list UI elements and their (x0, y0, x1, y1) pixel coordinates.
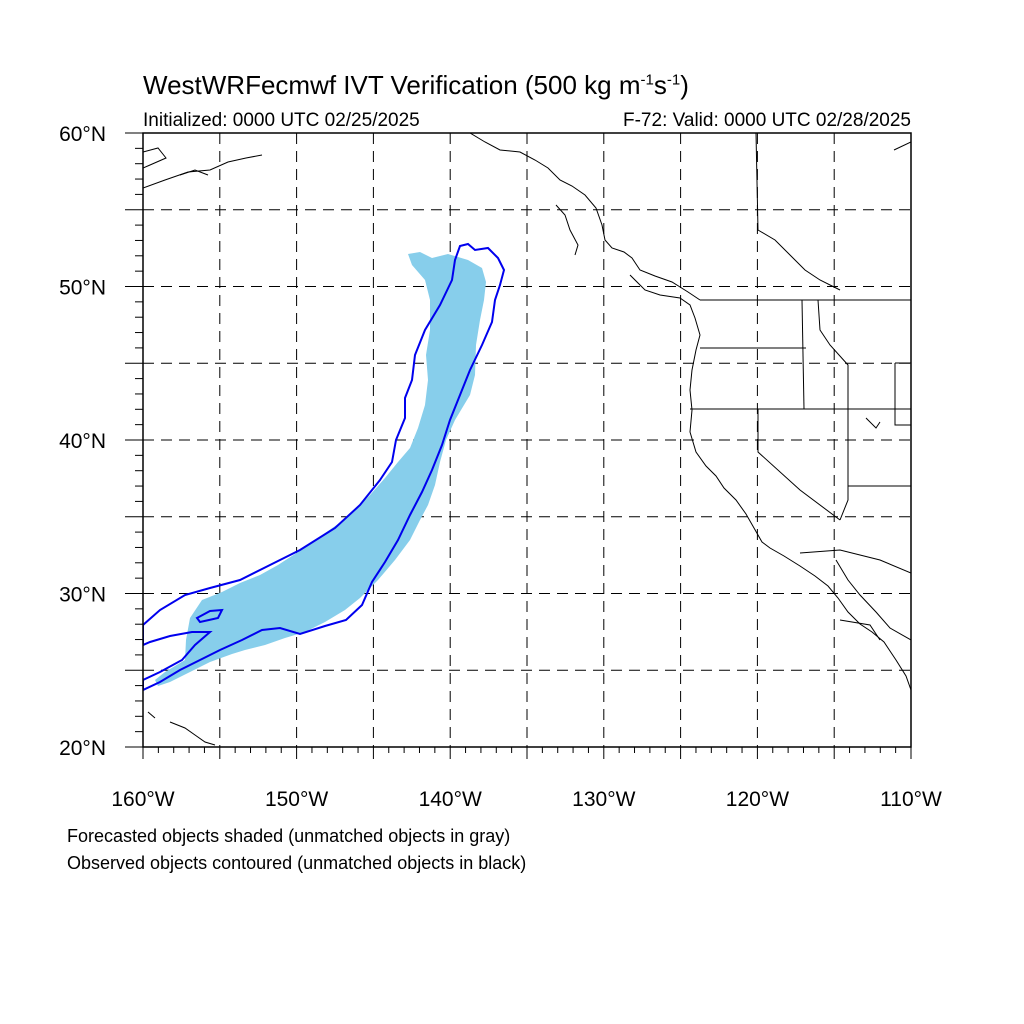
y-tick-label: 60°N (59, 123, 106, 146)
x-tick-label: 130°W (572, 788, 635, 811)
title-suffix: ) (680, 70, 689, 100)
title-middle: s (653, 70, 667, 100)
grid-lines (143, 133, 911, 747)
init-time: Initialized: 0000 UTC 02/25/2025 (143, 110, 420, 131)
x-tick-label: 140°W (419, 788, 482, 811)
title-exp2: -1 (666, 71, 681, 89)
y-tick-label: 30°N (59, 584, 106, 607)
footnote-forecast: Forecasted objects shaded (unmatched obj… (67, 826, 511, 846)
valid-time: F-72: Valid: 0000 UTC 02/28/2025 (623, 110, 911, 131)
footnote-observed: Observed objects contoured (unmatched ob… (67, 853, 527, 873)
x-tick-label: 120°W (726, 788, 789, 811)
axis-ticks (125, 132, 912, 759)
coastline-layer (143, 133, 911, 746)
x-tick-label: 150°W (265, 788, 328, 811)
tick-labels: 160°W 150°W 140°W 130°W 120°W 110°W 20°N 30°N 40… (59, 123, 942, 811)
y-tick-label: 20°N (59, 737, 106, 760)
forecast-ivt-object (155, 252, 486, 686)
y-tick-label: 40°N (59, 430, 106, 453)
observed-ivt-contour (143, 242, 506, 692)
title-exp1: -1 (640, 71, 654, 89)
x-tick-label: 160°W (111, 788, 174, 811)
map-title: WestWRFecmwf IVT Verification (500 kg m-… (143, 70, 689, 101)
x-tick-label: 110°W (880, 788, 942, 811)
title-prefix: WestWRFecmwf IVT Verification (500 kg m (143, 70, 641, 100)
y-tick-label: 50°N (59, 277, 106, 300)
